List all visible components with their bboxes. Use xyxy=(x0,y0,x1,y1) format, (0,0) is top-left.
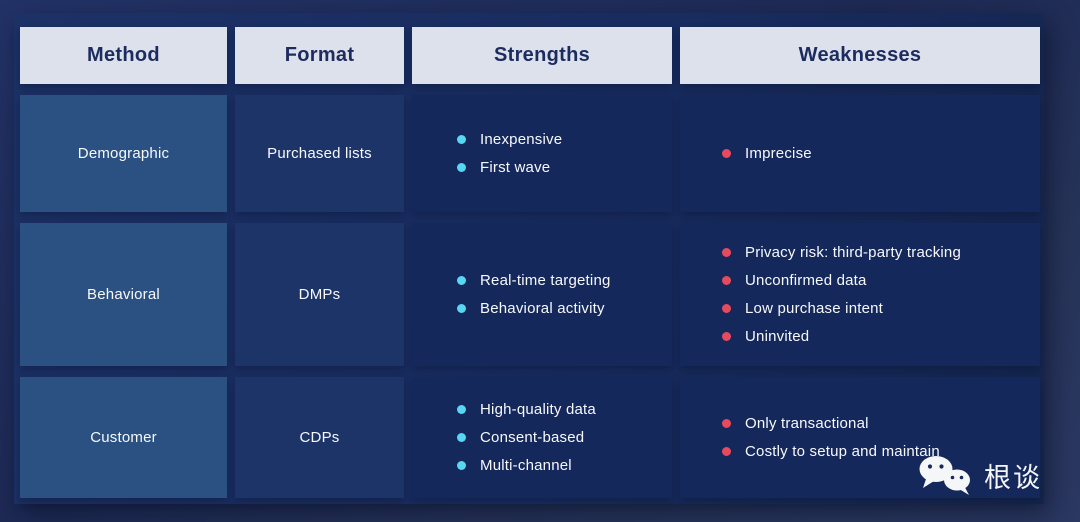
strength-item-label: Inexpensive xyxy=(480,131,563,148)
method-cell-behavioral: Behavioral xyxy=(20,223,227,366)
strength-item-label: Behavioral activity xyxy=(480,300,605,317)
strength-item: First wave xyxy=(457,154,672,182)
weakness-item-label: Imprecise xyxy=(745,145,812,162)
weakness-item: Costly to setup and maintain xyxy=(722,438,1040,466)
strength-bullet-icon xyxy=(457,405,466,414)
column-header-format: Format xyxy=(235,27,404,84)
weakness-item-label: Costly to setup and maintain xyxy=(745,443,940,460)
weakness-bullet-icon xyxy=(722,304,731,313)
strength-item-label: First wave xyxy=(480,159,551,176)
strength-bullet-icon xyxy=(457,163,466,172)
strengths-cell-demographic: Inexpensive First wave xyxy=(412,95,672,212)
strength-item: Behavioral activity xyxy=(457,295,672,323)
weakness-item-label: Low purchase intent xyxy=(745,300,884,317)
strength-bullet-icon xyxy=(457,135,466,144)
weakness-item: Privacy risk: third-party tracking xyxy=(722,239,1040,267)
weakness-bullet-icon xyxy=(722,447,731,456)
weakness-item: Low purchase intent xyxy=(722,295,1040,323)
method-cell-customer: Customer xyxy=(20,377,227,498)
strength-item-label: High-quality data xyxy=(480,401,596,418)
weakness-item-label: Uninvited xyxy=(745,328,810,345)
column-header-weaknesses: Weaknesses xyxy=(680,27,1040,84)
wechat-icon xyxy=(917,454,975,496)
strength-item: Consent-based xyxy=(457,424,672,452)
strength-item-label: Real-time targeting xyxy=(480,272,611,289)
format-cell-purchased-lists: Purchased lists xyxy=(235,95,404,212)
weakness-item: Uninvited xyxy=(722,323,1040,351)
format-cell-dmps: DMPs xyxy=(235,223,404,366)
weakness-item-label: Unconfirmed data xyxy=(745,272,867,289)
weakness-item: Unconfirmed data xyxy=(722,267,1040,295)
weakness-item: Only transactional xyxy=(722,410,1040,438)
strength-bullet-icon xyxy=(457,433,466,442)
watermark-label: 根谈 xyxy=(984,462,1042,494)
weakness-item-label: Privacy risk: third-party tracking xyxy=(745,244,962,261)
weakness-bullet-icon xyxy=(722,276,731,285)
format-cell-cdps: CDPs xyxy=(235,377,404,498)
weakness-item-label: Only transactional xyxy=(745,415,869,432)
weaknesses-cell-customer: Only transactional Costly to setup and m… xyxy=(680,377,1040,498)
strength-item: Multi-channel xyxy=(457,452,672,480)
column-header-strengths: Strengths xyxy=(412,27,672,84)
column-header-method: Method xyxy=(20,27,227,84)
strength-bullet-icon xyxy=(457,461,466,470)
weakness-bullet-icon xyxy=(722,248,731,257)
watermark: 根谈 xyxy=(917,454,1042,496)
weakness-item: Imprecise xyxy=(722,140,1040,168)
strength-item: Inexpensive xyxy=(457,126,672,154)
strength-item: High-quality data xyxy=(457,396,672,424)
strength-item-label: Consent-based xyxy=(480,429,585,446)
strengths-cell-customer: High-quality data Consent-based Multi-ch… xyxy=(412,377,672,498)
strengths-cell-behavioral: Real-time targeting Behavioral activity xyxy=(412,223,672,366)
weaknesses-cell-demographic: Imprecise xyxy=(680,95,1040,212)
comparison-table: Method Format Strengths Weaknesses Demog… xyxy=(14,13,1044,504)
weaknesses-cell-behavioral: Privacy risk: third-party tracking Uncon… xyxy=(680,223,1040,366)
strength-bullet-icon xyxy=(457,304,466,313)
weakness-bullet-icon xyxy=(722,332,731,341)
method-cell-demographic: Demographic xyxy=(20,95,227,212)
strength-bullet-icon xyxy=(457,276,466,285)
strength-item-label: Multi-channel xyxy=(480,457,572,474)
weakness-bullet-icon xyxy=(722,419,731,428)
weakness-bullet-icon xyxy=(722,149,731,158)
strength-item: Real-time targeting xyxy=(457,267,672,295)
